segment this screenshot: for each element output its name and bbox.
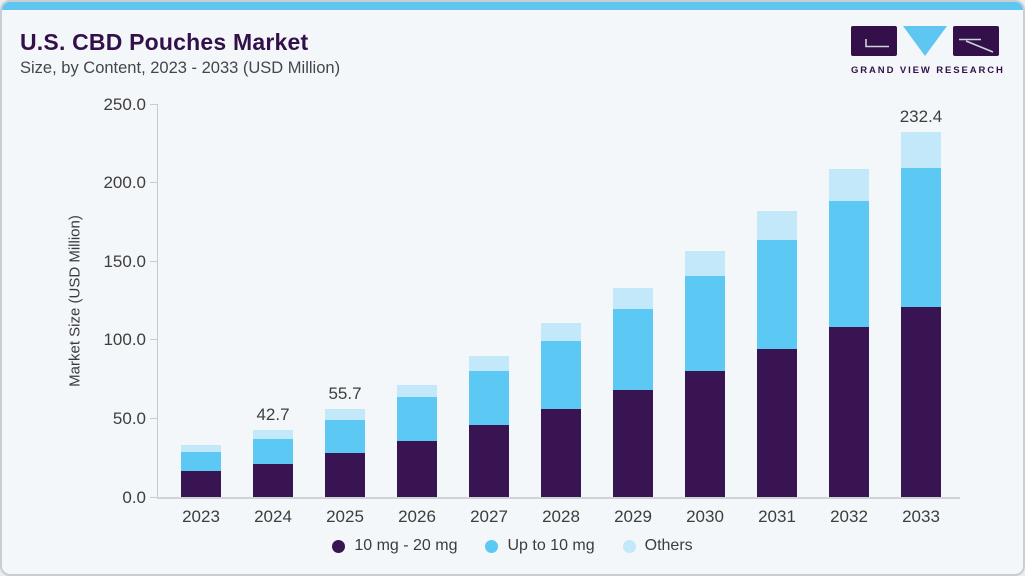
bar-2026-up-to-10-mg <box>397 396 437 441</box>
x-axis-label-2029: 2029 <box>614 507 652 526</box>
bar-2029-up-to-10-mg <box>613 308 653 390</box>
chart-title: U.S. CBD Pouches Market <box>20 29 309 55</box>
legend-marker-10-mg-20-mg <box>332 539 346 553</box>
y-tick-mark-250.0 <box>150 103 157 105</box>
y-tick-label-50.0: 50.0 <box>112 408 146 428</box>
bar-2023-up-to-10-mg <box>181 451 221 472</box>
y-tick-label-250.0: 250.0 <box>103 94 146 114</box>
logo-text: GRAND VIEW RESEARCH <box>851 65 1005 76</box>
bar-2033-up-to-10-mg <box>901 167 941 307</box>
x-axis-label-2028: 2028 <box>542 507 580 526</box>
x-axis-label-2030: 2030 <box>686 507 724 526</box>
legend-item-10-mg-20-mg: 10 mg - 20 mg <box>332 537 457 555</box>
legend-item-up-to-10-mg: Up to 10 mg <box>485 537 595 555</box>
x-axis-label-2024: 2024 <box>254 507 292 526</box>
bar-2025-10-mg-20-mg <box>325 452 365 497</box>
legend-label-up-to-10-mg: Up to 10 mg <box>507 537 595 554</box>
bar-2029-10-mg-20-mg <box>613 389 653 497</box>
grand-view-research-logo: GRAND VIEW RESEARCH <box>851 26 1005 76</box>
y-tick-mark-0.0 <box>150 496 157 498</box>
bar-total-label-2033: 232.4 <box>899 106 943 126</box>
bar-2027-10-mg-20-mg <box>469 424 509 497</box>
bar-2028-up-to-10-mg <box>541 341 581 409</box>
bar-2030-others <box>685 251 725 276</box>
bar-2023-others <box>181 445 221 452</box>
bar-2024-10-mg-20-mg <box>253 463 293 497</box>
bar-2031-10-mg-20-mg <box>757 348 797 497</box>
y-axis-line <box>157 104 158 498</box>
bar-2025-others <box>325 409 365 420</box>
bar-2032-others <box>829 169 869 201</box>
bar-2030-up-to-10-mg <box>685 276 725 371</box>
y-tick-label-150.0: 150.0 <box>103 251 146 271</box>
bar-2028-10-mg-20-mg <box>541 408 581 497</box>
y-tick-label-200.0: 200.0 <box>103 173 146 193</box>
bar-2025-up-to-10-mg <box>325 419 365 453</box>
legend-item-others: Others <box>622 537 693 555</box>
bar-2026-10-mg-20-mg <box>397 440 437 497</box>
y-tick-mark-100.0 <box>150 339 157 341</box>
bar-2032-up-to-10-mg <box>829 201 869 327</box>
x-axis-label-2033: 2033 <box>902 507 940 526</box>
bar-2027-up-to-10-mg <box>469 370 509 425</box>
bar-2031-others <box>757 210 797 240</box>
bar-2028-others <box>541 323 581 342</box>
bar-2033-10-mg-20-mg <box>901 306 941 497</box>
x-axis-label-2032: 2032 <box>830 507 868 526</box>
x-axis-label-2023: 2023 <box>182 507 220 526</box>
bar-2030-10-mg-20-mg <box>685 370 725 497</box>
x-axis-label-2025: 2025 <box>326 507 364 526</box>
bar-2029-others <box>613 287 653 309</box>
bar-2024-others <box>253 429 293 439</box>
legend-marker-others <box>622 539 636 553</box>
plot-area <box>157 104 960 497</box>
bar-2031-up-to-10-mg <box>757 239 797 349</box>
y-tick-label-100.0: 100.0 <box>103 330 146 350</box>
y-axis-title: Market Size (USD Million) <box>66 215 84 387</box>
legend-label-10-mg-20-mg: 10 mg - 20 mg <box>354 537 458 554</box>
x-axis-label-2026: 2026 <box>398 507 436 526</box>
y-tick-label-0.0: 0.0 <box>122 487 146 507</box>
bar-2023-10-mg-20-mg <box>181 471 221 497</box>
chart-subtitle: Size, by Content, 2023 - 2033 (USD Milli… <box>20 59 341 77</box>
bar-2033-others <box>901 131 941 168</box>
logo-mark <box>851 26 999 56</box>
x-axis-label-2031: 2031 <box>758 507 796 526</box>
x-axis-line <box>157 497 960 499</box>
x-axis-label-2027: 2027 <box>470 507 508 526</box>
y-tick-mark-150.0 <box>150 260 157 262</box>
legend-marker-up-to-10-mg <box>485 539 499 553</box>
legend: 10 mg - 20 mg Up to 10 mg Others <box>2 537 1023 555</box>
legend-label-others: Others <box>644 537 693 554</box>
bar-2027-others <box>469 356 509 371</box>
bar-2026-others <box>397 385 437 397</box>
bar-total-label-2025: 55.7 <box>328 384 362 404</box>
y-tick-mark-200.0 <box>150 182 157 184</box>
bar-2024-up-to-10-mg <box>253 438 293 464</box>
bar-total-label-2024: 42.7 <box>256 404 290 424</box>
top-accent-bar <box>2 2 1023 10</box>
y-tick-mark-50.0 <box>150 417 157 419</box>
bar-2032-10-mg-20-mg <box>829 326 869 497</box>
